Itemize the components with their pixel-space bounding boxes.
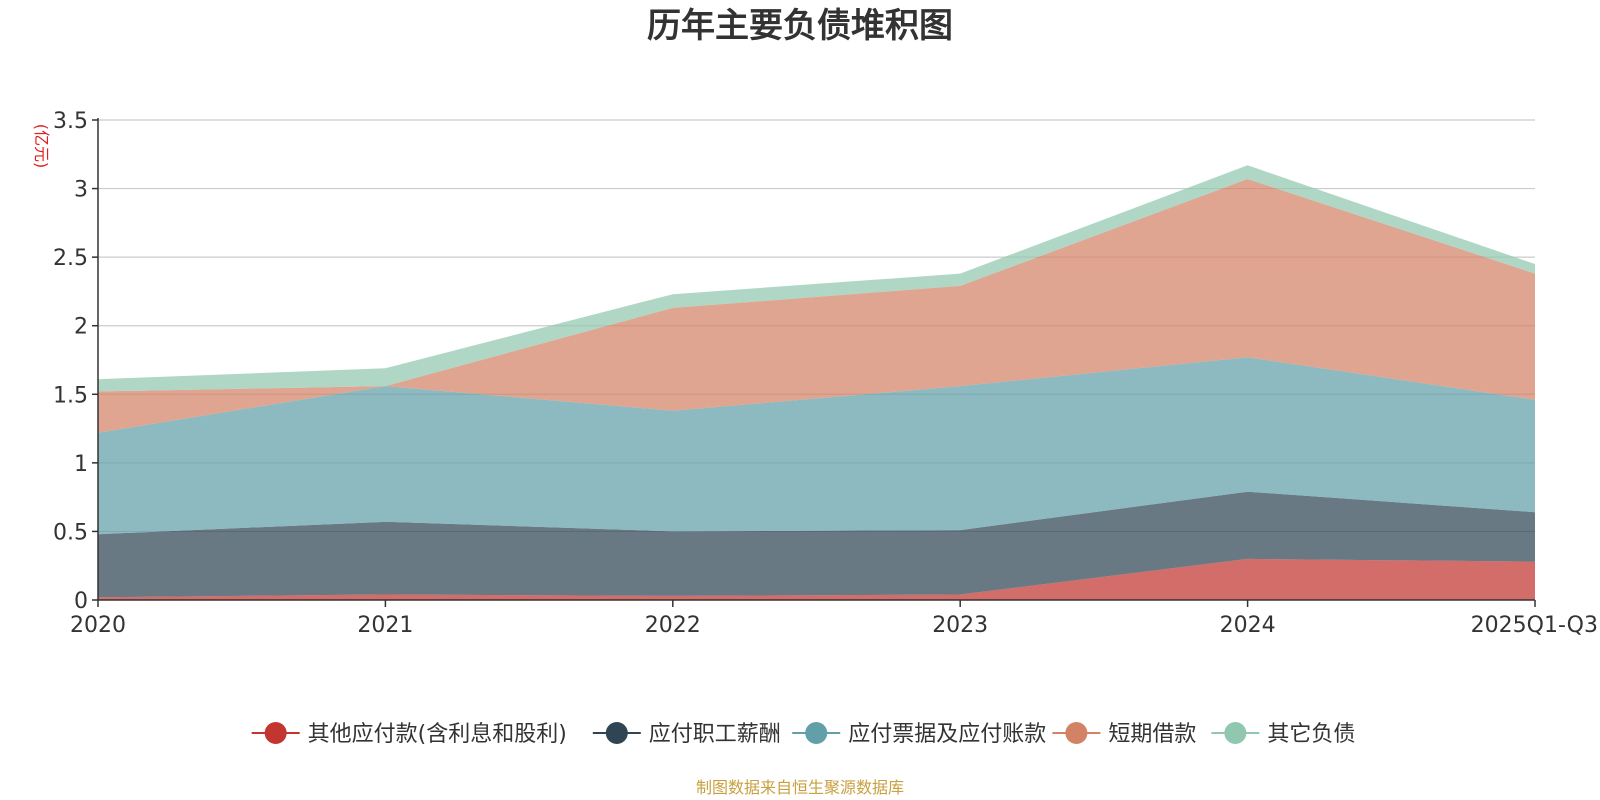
legend-marker-icon xyxy=(264,722,287,744)
y-tick-label: 3 xyxy=(74,178,88,203)
x-tick-label: 2020 xyxy=(70,613,126,638)
legend-marker-icon xyxy=(1065,722,1088,744)
x-tick-label: 2022 xyxy=(645,613,701,638)
legend-label: 其它负债 xyxy=(1267,722,1355,747)
legend-item-0[interactable]: 其他应付款(含利息和股利) xyxy=(251,722,567,747)
x-tick-label: 2024 xyxy=(1220,613,1276,638)
y-tick-label: 1 xyxy=(74,452,88,477)
chart-title: 历年主要负债堆积图 xyxy=(647,6,953,46)
legend-marker-icon xyxy=(1224,722,1247,744)
x-tick-label: 2023 xyxy=(932,613,988,638)
axes: 0 0.5 1 1.5 2 2.5 3 3.5 2020 2021 2022 2023 2024 2025… xyxy=(32,109,1598,638)
legend-label: 应付票据及应付账款 xyxy=(848,722,1046,747)
stacked-areas xyxy=(98,165,1535,600)
y-tick-label: 3.5 xyxy=(53,109,88,134)
y-tick-label: 2.5 xyxy=(53,246,88,271)
legend-marker-icon xyxy=(605,722,628,744)
x-tick-label: 2021 xyxy=(357,613,413,638)
y-tick-label: 0 xyxy=(74,589,88,614)
area-series-1 xyxy=(98,491,1535,598)
area-series-3 xyxy=(98,179,1535,433)
legend-marker-icon xyxy=(805,722,828,744)
area-series-0 xyxy=(98,558,1535,600)
legend-item-3[interactable]: 短期借款 xyxy=(1052,722,1196,747)
legend-label: 应付职工薪酬 xyxy=(649,722,781,747)
legend-label: 其他应付款(含利息和股利) xyxy=(308,722,567,747)
legend[interactable]: 其他应付款(含利息和股利) 应付职工薪酬 应付票据及应付账款 短期借款 其它负债 xyxy=(251,722,1356,747)
area-series-2 xyxy=(98,357,1535,535)
legend-label: 短期借款 xyxy=(1108,722,1196,747)
x-tick-label: 2025Q1-Q3 xyxy=(1471,613,1598,638)
legend-item-1[interactable]: 应付职工薪酬 xyxy=(592,722,781,747)
y-tick-label: 1.5 xyxy=(53,383,88,408)
y-tick-label: 2 xyxy=(74,315,88,340)
source-note: 制图数据来自恒生聚源数据库 xyxy=(695,778,904,797)
y-axis-unit-label: (亿元) xyxy=(32,124,51,169)
y-tick-label: 0.5 xyxy=(53,520,88,545)
legend-item-4[interactable]: 其它负债 xyxy=(1211,722,1355,747)
legend-item-2[interactable]: 应付票据及应付账款 xyxy=(792,722,1046,747)
